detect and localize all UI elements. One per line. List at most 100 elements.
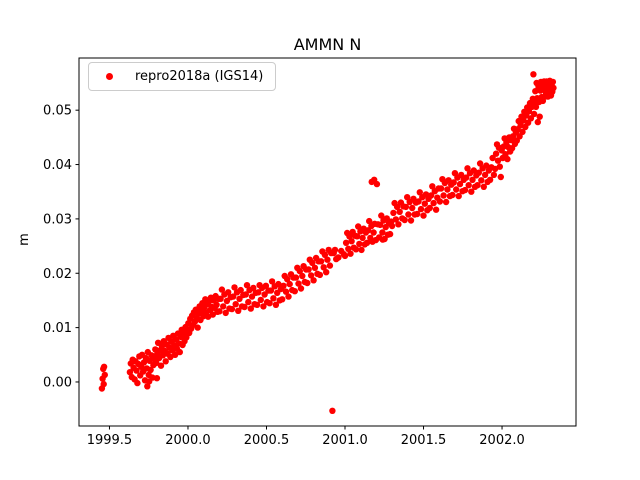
data-point <box>157 362 165 369</box>
data-point <box>320 264 327 271</box>
x-tick-label: 2002.0 <box>479 433 525 448</box>
data-point <box>463 174 470 181</box>
data-point <box>317 258 325 265</box>
data-point <box>536 113 543 120</box>
data-point <box>266 300 273 307</box>
data-point <box>231 284 238 291</box>
data-point <box>353 233 361 240</box>
data-point <box>216 308 223 315</box>
data-point <box>267 287 275 294</box>
legend: repro2018a (IGS14) <box>88 62 277 91</box>
data-point <box>420 212 427 219</box>
data-point <box>100 363 108 370</box>
data-point <box>260 303 267 310</box>
data-point <box>429 183 436 190</box>
data-point <box>497 173 504 181</box>
data-point <box>299 272 306 280</box>
data-point <box>342 239 350 246</box>
data-point <box>209 311 216 318</box>
axes-frame <box>78 57 577 427</box>
data-point <box>468 188 475 195</box>
data-point <box>458 171 465 179</box>
data-point <box>532 88 539 95</box>
data-point <box>409 204 416 212</box>
data-point <box>417 205 425 213</box>
data-point <box>321 251 329 258</box>
data-point <box>153 375 161 382</box>
data-point <box>282 288 290 295</box>
x-tick-label: 1999.5 <box>87 433 133 448</box>
data-point <box>414 210 421 218</box>
data-point <box>272 301 280 308</box>
data-point <box>335 254 342 261</box>
data-point <box>402 203 410 211</box>
data-point <box>255 289 262 296</box>
data-point <box>534 118 541 126</box>
data-point <box>490 171 498 179</box>
data-point <box>390 209 397 217</box>
data-point <box>421 200 428 207</box>
data-point <box>449 191 456 199</box>
data-point <box>465 182 472 189</box>
data-point <box>194 324 201 331</box>
data-point <box>440 192 447 199</box>
data-point <box>373 180 381 188</box>
data-point <box>247 305 254 312</box>
data-point <box>220 303 227 310</box>
data-point <box>307 272 315 279</box>
data-point <box>310 277 317 284</box>
data-point <box>461 186 469 194</box>
data-point <box>475 169 482 176</box>
data-point <box>232 301 239 308</box>
data-point <box>341 252 349 260</box>
data-point <box>480 183 487 190</box>
data-point <box>134 379 141 387</box>
x-axis-ticks: 1999.5 2000.0 2000.5 2001.0 2001.5 2002.0 <box>87 426 525 448</box>
data-point <box>426 204 433 212</box>
data-point <box>450 179 457 186</box>
data-point <box>453 186 460 193</box>
data-point <box>476 160 484 167</box>
data-point <box>550 84 557 92</box>
data-point <box>405 211 412 218</box>
data-point <box>481 171 489 179</box>
data-point <box>292 274 300 281</box>
y-tick-label: 0.03 <box>43 212 72 227</box>
data-point <box>230 293 237 300</box>
data-point <box>346 233 353 240</box>
x-tick-label: 2001.0 <box>322 433 368 448</box>
data-point <box>464 165 471 172</box>
data-point <box>396 208 403 215</box>
data-point <box>305 266 312 273</box>
data-point <box>355 223 362 230</box>
data-point <box>393 203 401 211</box>
data-point <box>519 128 526 136</box>
data-point <box>250 284 257 292</box>
data-point <box>401 216 408 224</box>
data-point <box>416 189 423 196</box>
data-point <box>297 285 305 292</box>
data-point <box>386 230 394 238</box>
data-point <box>241 303 248 311</box>
data-point <box>243 282 251 289</box>
data-point <box>147 366 154 374</box>
data-point <box>456 180 464 188</box>
data-point <box>144 383 151 390</box>
data-point <box>126 369 134 376</box>
data-point <box>483 162 490 169</box>
data-point <box>348 238 355 245</box>
y-tick-label: 0.04 <box>43 158 72 173</box>
data-point <box>359 234 366 242</box>
data-point <box>366 217 373 225</box>
data-point <box>309 259 316 267</box>
data-point <box>262 282 270 289</box>
y-tick-label: 0.01 <box>43 321 72 336</box>
data-point <box>235 307 242 314</box>
x-tick-label: 2000.0 <box>165 433 211 448</box>
y-tick-label: 0.00 <box>43 375 72 390</box>
data-point <box>352 246 360 253</box>
y-tick-label: 0.05 <box>43 104 72 119</box>
data-point <box>358 246 365 254</box>
data-point <box>345 245 352 252</box>
